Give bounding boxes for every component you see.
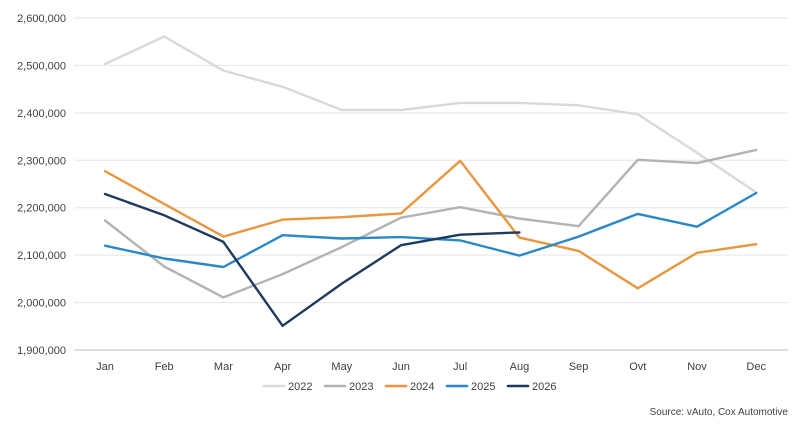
- y-axis-tick-labels: 1,900,000 2,000,000 2,100,000 2,200,000 2,30…: [17, 13, 66, 357]
- y-tick-label: 2,200,000: [17, 203, 66, 215]
- legend: 2022 2023 2024 2025 2026: [262, 381, 556, 393]
- series-line-2023: [103, 148, 758, 299]
- series-line-2024: [103, 159, 758, 290]
- x-tick-label: Sep: [569, 361, 589, 373]
- x-tick-label: Mar: [214, 361, 233, 373]
- y-tick-label: 2,100,000: [17, 250, 66, 262]
- series-line-2026: [103, 192, 521, 327]
- y-tick-label: 2,500,000: [17, 60, 66, 72]
- x-tick-label: Jun: [392, 361, 410, 373]
- y-tick-label: 1,900,000: [17, 345, 66, 357]
- legend-label-2025: 2025: [471, 381, 495, 393]
- series-line-2022: [103, 35, 758, 194]
- y-tick-label: 2,000,000: [17, 298, 66, 310]
- y-tick-label: 2,400,000: [17, 108, 66, 120]
- x-tick-label: Jan: [96, 361, 114, 373]
- x-tick-label: May: [331, 361, 352, 373]
- legend-label-2023: 2023: [349, 381, 373, 393]
- x-tick-label: Aug: [510, 361, 530, 373]
- x-tick-label: Nov: [687, 361, 707, 373]
- legend-label-2024: 2024: [410, 381, 434, 393]
- x-tick-label: Jul: [453, 361, 467, 373]
- x-axis-tick-labels: Jan Feb Mar Apr May Jun Jul Aug Sep Ovt Nov Dec: [96, 361, 766, 373]
- legend-label-2022: 2022: [288, 381, 312, 393]
- legend-label-2026: 2026: [532, 381, 556, 393]
- y-tick-label: 2,300,000: [17, 155, 66, 167]
- x-tick-label: Ovt: [629, 361, 646, 373]
- series-lines: [103, 35, 758, 327]
- y-tick-label: 2,600,000: [17, 13, 66, 25]
- gridlines: [74, 17, 788, 351]
- x-tick-label: Dec: [746, 361, 766, 373]
- x-tick-label: Apr: [274, 361, 291, 373]
- series-line-2025: [103, 191, 758, 269]
- source-note: Source: vAuto, Cox Automotive: [650, 407, 789, 418]
- x-tick-label: Feb: [155, 361, 174, 373]
